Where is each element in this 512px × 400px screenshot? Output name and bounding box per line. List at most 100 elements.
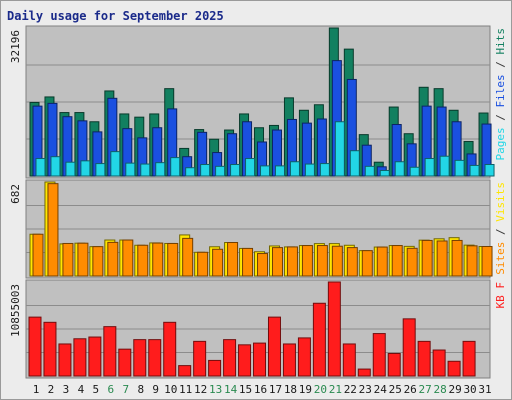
bar-kb-f-day-14: [223, 339, 237, 377]
x-tick-label-day-18: 18: [284, 383, 297, 396]
x-tick-label-day-4: 4: [78, 383, 85, 396]
bar-kb-f-day-27: [417, 340, 431, 377]
x-tick-label-day-19: 19: [299, 383, 312, 396]
bar-sites-day-25: [391, 245, 403, 277]
bar-pages-day-5: [95, 163, 106, 177]
bar-sites-day-4: [77, 242, 89, 277]
ylabel-kb: KB F: [494, 282, 507, 309]
x-tick-label-day-30: 30: [463, 383, 476, 396]
bar-pages-day-26: [409, 166, 420, 177]
bar-pages-day-6: [110, 151, 121, 177]
x-tick-label-day-11: 11: [179, 383, 192, 396]
x-tick-label-day-13: 13: [209, 383, 222, 396]
bar-kb-f-day-7: [118, 348, 132, 377]
ylabel-part-hits-files-pages-3: /: [494, 55, 507, 75]
x-tick-label-day-20: 20: [314, 383, 327, 396]
bar-kb-f-day-13: [208, 359, 222, 377]
x-tick-label-day-28: 28: [434, 383, 447, 396]
bar-kb-f-day-25: [387, 352, 401, 377]
ylabel-part-visits-sites-2: Visits: [494, 182, 507, 222]
x-tick-label-day-24: 24: [374, 383, 388, 396]
bar-pages-day-25: [394, 161, 405, 177]
ymax-label-visits-sites: 682: [9, 184, 22, 204]
chart-title: Daily usage for September 2025: [7, 9, 224, 23]
bar-sites-day-23: [361, 250, 373, 277]
bar-pages-day-3: [65, 161, 76, 177]
ymax-label-kb: 10855003: [9, 284, 22, 337]
bar-pages-day-8: [140, 163, 151, 177]
bar-pages-day-20: [319, 163, 330, 177]
bar-sites-day-28: [436, 240, 448, 277]
bar-pages-day-29: [454, 159, 465, 177]
ylabel-part-kb-0: KB F: [494, 282, 507, 309]
x-tick-label-day-2: 2: [48, 383, 55, 396]
bar-pages-day-15: [245, 158, 256, 177]
x-tick-label-day-27: 27: [419, 383, 432, 396]
x-tick-label-day-6: 6: [108, 383, 115, 396]
bar-pages-day-27: [424, 158, 435, 177]
bar-kb-f-day-29: [447, 360, 461, 377]
bar-sites-day-1: [32, 233, 44, 277]
bar-sites-day-27: [421, 239, 433, 277]
bar-kb-f-day-16: [253, 342, 267, 377]
bar-sites-day-18: [286, 246, 298, 277]
x-tick-label-day-8: 8: [137, 383, 144, 396]
bar-sites-day-20: [316, 245, 328, 277]
bar-pages-day-9: [155, 162, 166, 177]
bar-kb-f-day-12: [193, 340, 207, 377]
ylabel-part-visits-sites-1: /: [494, 222, 507, 242]
bar-pages-day-28: [439, 155, 450, 177]
bar-sites-day-26: [406, 247, 418, 277]
bar-kb-f-day-5: [88, 336, 102, 377]
x-tick-label-day-7: 7: [122, 383, 129, 396]
bar-kb-f-day-17: [267, 316, 281, 377]
bar-sites-day-24: [376, 246, 388, 277]
ylabel-hits-files-pages: Pages / Files / Hits: [494, 28, 507, 161]
bar-sites-day-2: [47, 183, 59, 277]
bar-kb-f-day-10: [163, 321, 177, 377]
bar-kb-f-day-9: [148, 339, 162, 377]
bar-kb-f-day-21: [327, 281, 341, 377]
ymax-label-hits-files-pages: 32196: [9, 30, 22, 63]
bar-sites-day-6: [107, 241, 119, 277]
bar-pages-day-1: [35, 158, 46, 177]
bar-pages-day-14: [230, 164, 241, 177]
bar-kb-f-day-24: [372, 333, 386, 377]
bar-sites-day-21: [331, 245, 343, 277]
x-tick-label-day-16: 16: [254, 383, 267, 396]
bar-sites-day-22: [346, 247, 358, 277]
bar-kb-f-day-2: [43, 321, 57, 377]
x-tick-label-day-1: 1: [33, 383, 40, 396]
bar-pages-day-31: [484, 164, 495, 177]
bar-sites-day-31: [481, 246, 493, 277]
x-tick-label-day-17: 17: [269, 383, 282, 396]
x-tick-label-day-26: 26: [404, 383, 417, 396]
bar-pages-day-16: [260, 165, 271, 177]
bar-sites-day-16: [257, 253, 269, 277]
bar-kb-f-day-6: [103, 326, 117, 377]
bar-pages-day-4: [80, 160, 91, 177]
bar-sites-day-19: [301, 245, 313, 277]
bar-pages-day-24: [379, 169, 390, 177]
bar-pages-day-10: [170, 157, 181, 177]
x-tick-label-day-3: 3: [63, 383, 70, 396]
bar-pages-day-22: [349, 150, 360, 177]
bar-kb-f-day-4: [73, 338, 87, 377]
x-tick-label-day-23: 23: [359, 383, 372, 396]
bar-sites-day-17: [271, 247, 283, 277]
bar-kb-f-day-26: [402, 318, 416, 377]
bar-pages-day-17: [274, 165, 285, 177]
bar-pages-day-21: [334, 121, 345, 177]
bar-pages-day-19: [304, 163, 315, 177]
bar-pages-day-11: [185, 167, 196, 177]
x-tick-label-day-9: 9: [152, 383, 159, 396]
bar-sites-day-3: [62, 242, 74, 277]
bar-kb-f-day-28: [432, 349, 446, 377]
bar-sites-day-7: [122, 239, 134, 277]
bar-kb-f-day-3: [58, 343, 72, 377]
bar-kb-f-day-18: [282, 343, 296, 377]
bar-sites-day-29: [451, 239, 463, 277]
bar-pages-day-7: [125, 162, 136, 177]
bar-kb-f-day-15: [238, 344, 252, 377]
bar-sites-day-12: [197, 251, 209, 277]
